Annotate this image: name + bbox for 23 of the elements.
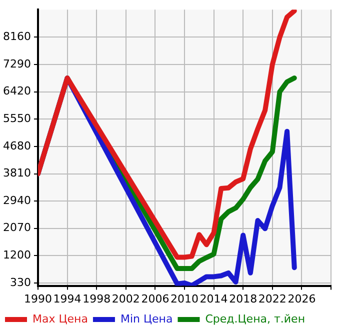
x-tick-label: 2014 xyxy=(200,292,228,306)
x-tick-label: 2018 xyxy=(229,292,258,306)
x-tick-label: 2006 xyxy=(141,292,170,306)
x-tick-label: 1990 xyxy=(24,292,52,306)
y-tick-label: 7290 xyxy=(2,57,31,70)
x-tick-label: 2010 xyxy=(170,292,198,306)
x-tick-label: 1998 xyxy=(82,292,111,306)
y-tick-label: 3810 xyxy=(2,166,31,180)
y-tick-label: 1200 xyxy=(2,248,31,262)
legend-label: Min Цена xyxy=(120,312,173,326)
y-tick-label: 4680 xyxy=(2,139,31,152)
y-tick-label: 5550 xyxy=(2,112,31,125)
x-tick-label: 1994 xyxy=(53,292,82,306)
y-tick-label: 330 xyxy=(10,276,31,289)
x-tick-label: 2026 xyxy=(288,292,316,306)
y-tick-label: 2940 xyxy=(2,194,31,207)
x-tick-label: 2022 xyxy=(258,292,286,306)
y-tick-label: 8160 xyxy=(2,30,31,44)
y-tick-label: 2070 xyxy=(2,221,31,234)
legend-label: Сред.Цена, т.йен xyxy=(205,312,306,326)
x-tick-label: 2002 xyxy=(112,292,140,306)
legend-label: Max Цена xyxy=(32,312,88,326)
y-tick-label: 6420 xyxy=(2,84,31,98)
